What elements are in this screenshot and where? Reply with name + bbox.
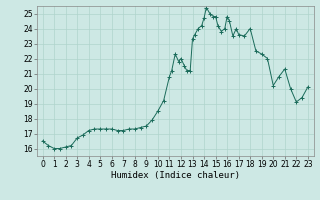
X-axis label: Humidex (Indice chaleur): Humidex (Indice chaleur)	[111, 171, 240, 180]
